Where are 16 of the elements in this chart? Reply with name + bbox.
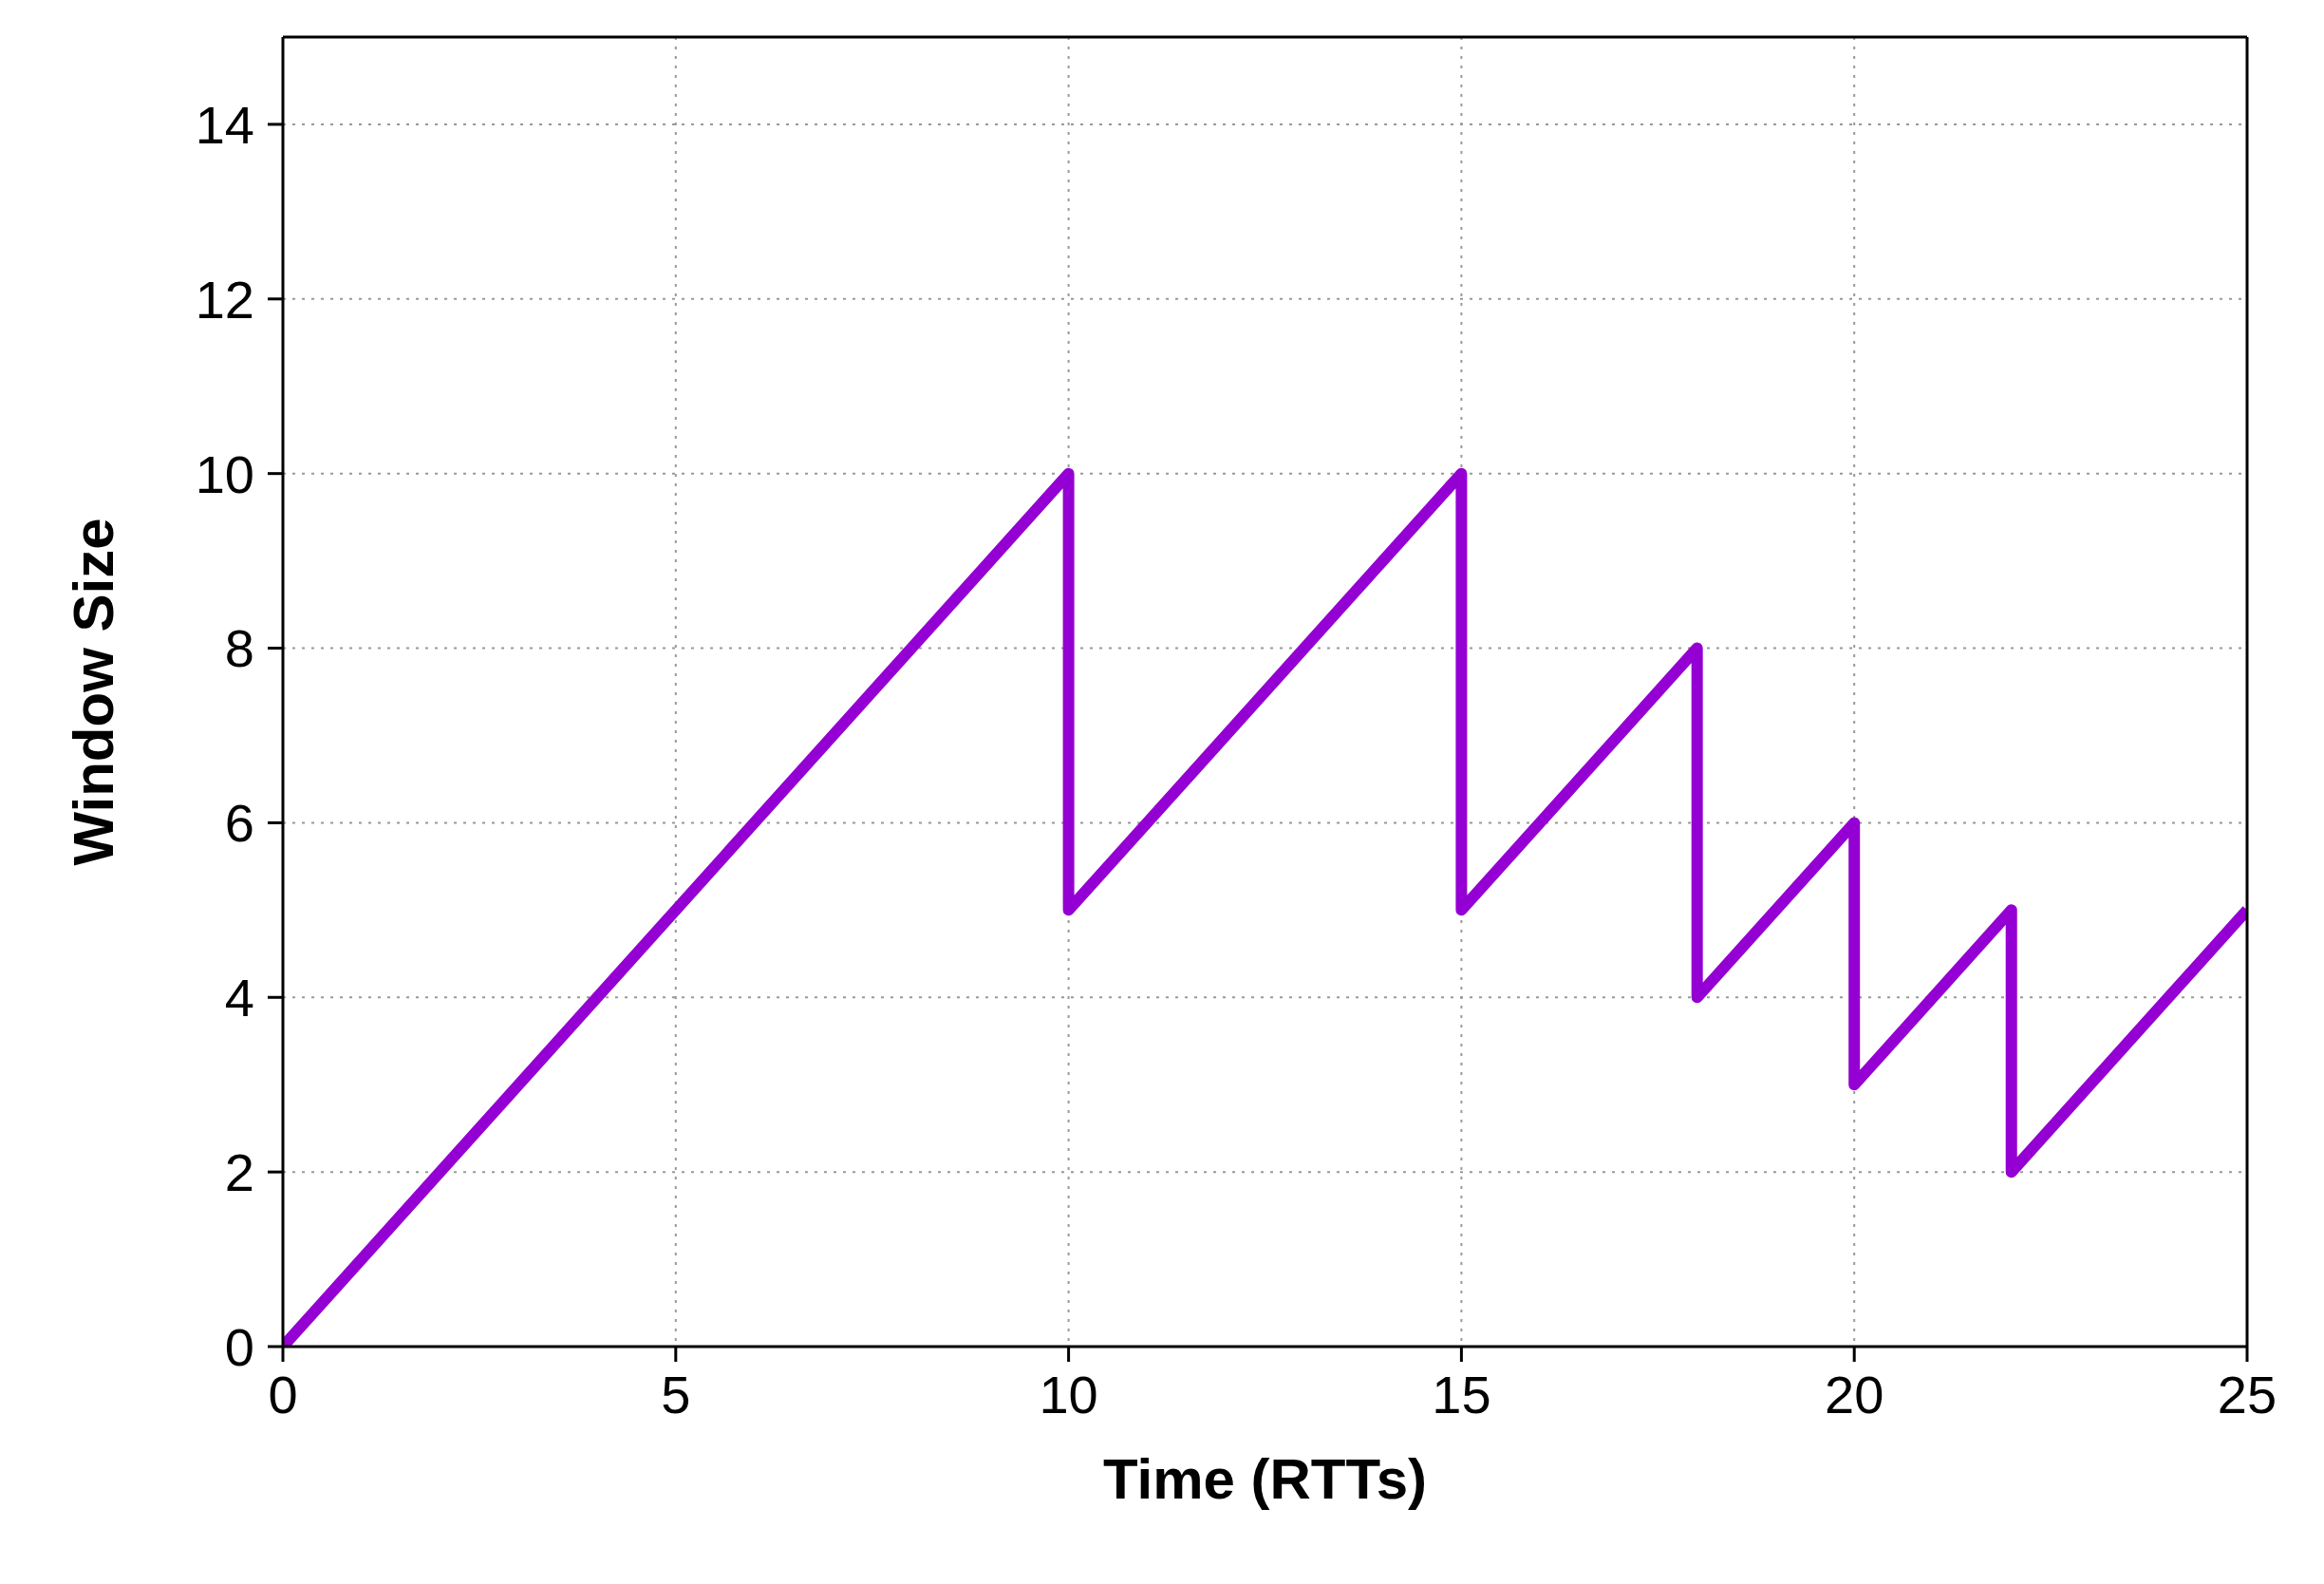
y-tick-label: 2 (224, 1142, 254, 1203)
x-tick-label: 15 (1432, 1364, 1491, 1424)
x-tick-label: 10 (1039, 1364, 1098, 1424)
y-tick-label: 6 (224, 793, 254, 854)
y-tick-label: 12 (195, 269, 254, 330)
y-tick-label: 0 (224, 1316, 254, 1377)
y-tick-label: 10 (195, 443, 254, 504)
x-tick-label: 25 (2217, 1364, 2277, 1424)
y-axis-title: Window Size (62, 518, 126, 866)
x-axis-title: Time (RTTs) (1102, 1447, 1428, 1511)
x-tick-label: 20 (1825, 1364, 1884, 1424)
x-tick-label: 0 (268, 1364, 298, 1424)
x-tick-label: 5 (661, 1364, 691, 1424)
y-tick-label: 4 (224, 968, 254, 1028)
y-tick-label: 14 (195, 94, 254, 155)
y-tick-label: 8 (224, 618, 254, 679)
